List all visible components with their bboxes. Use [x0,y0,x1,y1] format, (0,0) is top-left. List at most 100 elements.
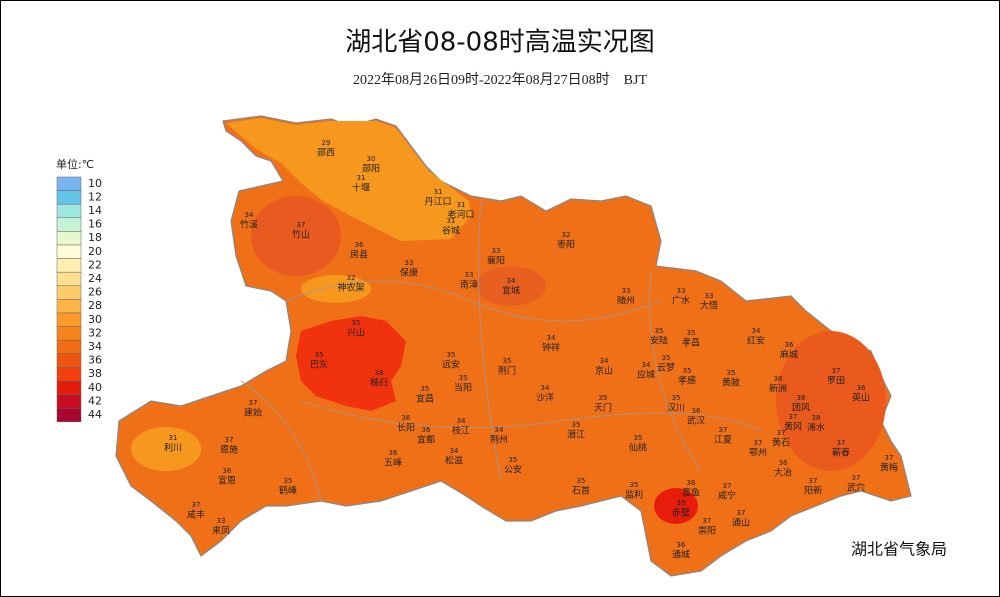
station-name: 英山 [852,392,870,404]
legend-label: 14 [88,204,102,217]
legend-swatch [56,394,82,409]
station-value: 35 [421,385,430,393]
station-value: 34 [642,361,651,369]
legend-label: 38 [88,367,102,380]
legend-label: 22 [88,258,102,271]
station-value: 36 [779,459,788,467]
station-value: 33 [677,287,686,295]
legend-label: 26 [88,286,102,299]
station-value: 37 [777,429,786,437]
legend-swatch [56,271,82,287]
station-value: 35 [599,394,608,402]
station-value: 34 [541,384,550,392]
station-value: 35 [459,374,468,382]
station-name: 襄阳 [487,255,505,267]
station-value: 36 [785,341,794,349]
legend-label: 24 [88,272,102,285]
station-value: 36 [389,449,398,457]
station-name: 石首 [572,485,590,497]
station-value: 31 [447,217,456,225]
station-value: 36 [355,241,364,249]
station-name: 保康 [400,267,418,279]
station-value: 31 [434,188,443,196]
station-name: 随州 [617,295,635,307]
station-name: 罗田 [827,376,845,387]
legend-swatch [56,244,82,259]
station-name: 恩施 [220,444,238,456]
legend-swatch [56,407,82,423]
station-name: 浠水 [807,422,825,434]
legend-label: 30 [88,313,102,326]
station-name: 荆州 [490,434,508,446]
boundary [649,270,702,472]
station-value: 31 [169,434,178,442]
station-name: 通山 [732,518,750,529]
station-value: 34 [547,334,556,342]
boundary [285,280,662,322]
station-value: 29 [322,139,331,147]
cool-zone [301,275,371,303]
station-value: 33 [492,247,501,255]
station-value: 35 [687,329,696,337]
station-value: 37 [192,501,201,509]
station-name: 监利 [625,489,643,501]
station-value: 37 [809,477,818,485]
subtitle: 2022年08月26日09时-2022年08月27日08时 BJT [353,72,647,88]
warm-zone [251,196,341,276]
station-value: 35 [630,481,639,489]
station-name: 咸宁 [718,490,736,502]
station-name: 郧阳 [362,164,380,175]
station-name: 秭归 [370,377,388,389]
title: 湖北省08-08时高温实况图 [345,28,655,58]
station-name: 荆门 [498,365,516,377]
station-name: 丹江口 [424,197,451,208]
station-value: 35 [662,354,671,362]
station-name: 十堰 [352,182,370,194]
station-value: 34 [245,211,254,219]
station-value: 36 [677,541,686,549]
legend-label: 32 [88,326,102,339]
station-name: 广水 [672,295,690,307]
station-name: 天门 [594,402,612,414]
legend-swatch [56,231,82,246]
station-value: 34 [450,447,459,455]
cool-zone [226,118,471,241]
station-name: 宜昌 [416,393,434,405]
station-value: 37 [737,509,746,517]
station-name: 鹤峰 [279,485,297,497]
station-name: 鄂州 [749,448,767,459]
station-value: 37 [832,367,841,375]
station-value: 34 [507,277,516,285]
station-name: 团风 [792,403,810,414]
legend-swatch [56,190,82,205]
station-name: 郧西 [317,148,335,159]
legend-swatch [56,203,82,219]
legend-label: 10 [88,177,102,190]
station-value: 38 [812,414,821,422]
station-name: 蕲春 [832,447,850,459]
legend-label: 44 [88,408,102,421]
station-name: 红安 [747,335,765,347]
legend-swatch [56,339,82,355]
station-value: 37 [852,474,861,482]
station-value: 35 [655,327,664,335]
boundaries [240,200,762,502]
legend-swatch [56,353,82,368]
station-value: 37 [837,439,846,447]
hot-zone [654,488,698,524]
station-value: 35 [683,367,692,375]
station-name: 五峰 [384,458,402,469]
station-name: 江夏 [714,435,732,446]
station-name: 大冶 [774,467,792,479]
station-value: 33 [405,259,414,267]
station-name: 巴东 [310,359,328,371]
legend-swatch [56,380,82,395]
station-value: 34 [600,357,609,365]
legend-swatch [56,217,82,232]
station-value: 37 [225,436,234,444]
hot-zone [296,316,406,411]
station-value: 33 [465,271,474,279]
